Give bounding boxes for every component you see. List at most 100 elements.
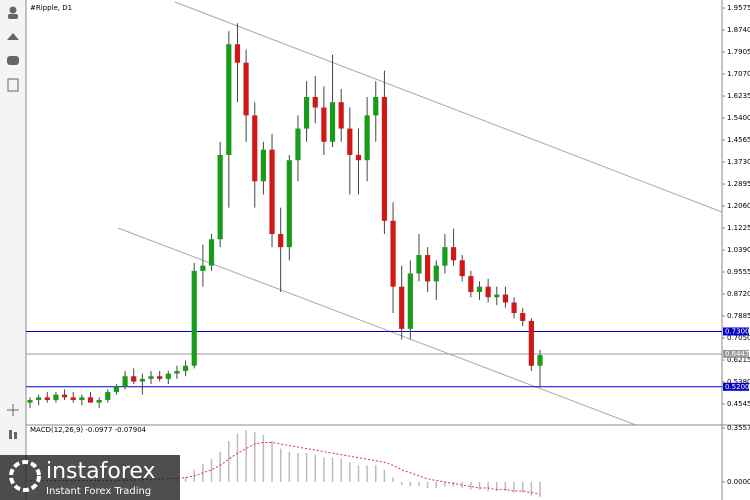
- candle-body: [381, 96, 387, 221]
- y-tick-label: 1.2060: [727, 202, 750, 210]
- candle-body: [373, 96, 379, 116]
- icon-add[interactable]: [7, 78, 19, 92]
- y-tick-label: 1.3730: [727, 158, 750, 166]
- candle-body: [113, 386, 120, 393]
- y-tick-label: 1.7070: [727, 70, 750, 78]
- candle-body: [70, 397, 76, 400]
- candle-body: [226, 44, 232, 155]
- candle-body: [329, 102, 336, 142]
- y-tick-label: 1.5400: [727, 114, 750, 122]
- candle-body: [286, 160, 292, 248]
- candle-body: [122, 376, 128, 387]
- candle-body: [208, 239, 215, 266]
- candle-body: [96, 399, 102, 403]
- y-tick-label: 1.9575: [727, 4, 750, 12]
- candle-body: [304, 96, 310, 129]
- candle-body: [36, 397, 42, 400]
- price-level-label: 0.6447: [725, 350, 750, 358]
- chart-title: #Ripple, D1: [30, 4, 72, 12]
- candle-body: [468, 276, 474, 292]
- candle-body: [338, 102, 344, 129]
- price-level-label: 0.5200: [725, 383, 750, 391]
- price-level-tag: [723, 327, 749, 336]
- candle-body: [148, 376, 154, 379]
- candle-body: [27, 399, 33, 403]
- candle-body: [355, 154, 362, 161]
- candle-body: [425, 255, 431, 282]
- price-level-tag: [723, 349, 749, 358]
- y-tick-label: 0.7885: [727, 312, 750, 320]
- watermark-logo: [9, 460, 41, 492]
- icon-chat[interactable]: [7, 56, 19, 65]
- icon-user[interactable]: [9, 6, 17, 14]
- icon-trade[interactable]: [7, 33, 19, 40]
- trend-line-upper: [174, 1, 723, 213]
- candle-body: [537, 355, 543, 366]
- candle-body: [260, 149, 266, 182]
- candle-body: [243, 62, 249, 116]
- candle-body: [44, 397, 50, 400]
- candle-body: [53, 394, 59, 400]
- candle-body: [416, 255, 422, 274]
- candle-body: [295, 128, 301, 161]
- icon-user-body[interactable]: [8, 14, 18, 19]
- icon-crosshair[interactable]: [7, 404, 19, 416]
- y-tick-label: 0.9555: [727, 268, 750, 276]
- candle-body: [442, 247, 448, 266]
- trend-line-lower: [117, 227, 637, 426]
- candle-body: [191, 270, 197, 366]
- y-tick-label: 0.5380: [727, 378, 750, 386]
- candle-body: [364, 115, 370, 161]
- watermark-brand: instaforex: [46, 459, 156, 484]
- candle-body: [61, 394, 68, 398]
- y-tick-label: 0.4545: [727, 400, 750, 408]
- candle-body: [183, 365, 189, 371]
- candle-body: [485, 286, 491, 298]
- macd-label: MACD(12,26,9) -0.0977 -0.07904: [30, 426, 147, 434]
- candle-body: [139, 378, 145, 382]
- watermark-tagline: Instant Forex Trading: [46, 486, 151, 497]
- y-tick-label: 1.8740: [727, 26, 750, 34]
- y-tick-label: 1.0390: [727, 246, 750, 254]
- y-tick-label: 0.7050: [727, 334, 750, 342]
- candle-body: [200, 265, 206, 271]
- candle-body: [502, 294, 509, 303]
- candle-body: [528, 320, 534, 366]
- candle-body: [165, 373, 171, 379]
- icon-candle2[interactable]: [14, 432, 17, 439]
- y-tick-label: 1.4565: [727, 136, 750, 144]
- candle-body: [476, 286, 483, 292]
- icon-candle[interactable]: [9, 430, 12, 439]
- candle-body: [217, 154, 223, 240]
- candle-body: [459, 260, 465, 277]
- candle-body: [407, 273, 413, 329]
- candle-body: [347, 128, 353, 155]
- candle-body: [511, 302, 517, 314]
- watermark: instaforex Instant Forex Trading: [0, 455, 180, 500]
- candle-body: [252, 115, 258, 182]
- candle-body: [433, 265, 439, 282]
- candle-body: [399, 286, 405, 329]
- candle-body: [157, 376, 163, 379]
- candle-body: [234, 44, 241, 63]
- toolbar-icons[interactable]: [7, 6, 19, 440]
- candle-body: [450, 247, 457, 261]
- candle-body: [87, 397, 94, 403]
- watermark-bg: [0, 455, 180, 500]
- candle-body: [390, 220, 396, 287]
- candle-body: [520, 313, 526, 321]
- y-tick-label: 0.6215: [727, 356, 750, 364]
- macd-tick-label: 0.35574: [727, 424, 750, 432]
- candle-body: [278, 233, 284, 248]
- candle-body: [269, 149, 275, 234]
- y-tick-label: 1.7905: [727, 48, 750, 56]
- candle-body: [494, 294, 500, 298]
- toolbar: [0, 0, 26, 500]
- candle-body: [131, 376, 137, 382]
- candle-body: [105, 392, 111, 400]
- y-tick-label: 1.2895: [727, 180, 750, 188]
- candle-body: [174, 370, 180, 374]
